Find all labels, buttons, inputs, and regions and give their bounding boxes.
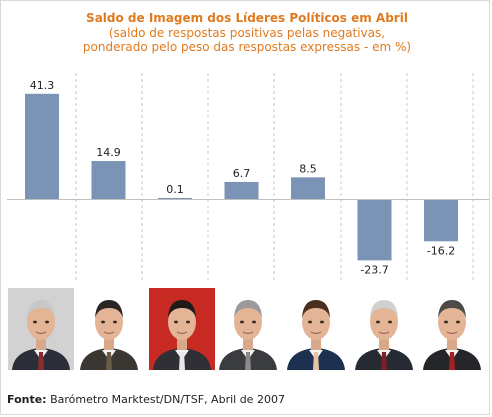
- portrait-3-image: [149, 288, 215, 370]
- bar-value-label-1: 41.3: [30, 79, 55, 92]
- portrait-5-image: [283, 288, 349, 370]
- bar-7: [424, 200, 458, 242]
- chart-title: Saldo de Imagem dos Líderes Políticos em…: [86, 11, 408, 25]
- bar-value-label-6: -23.7: [360, 263, 388, 276]
- footer-text: Barómetro Marktest/DN/TSF, Abril de 2007: [46, 393, 285, 406]
- bar-value-label-4: 6.7: [233, 167, 251, 180]
- footer-label: Fonte:: [7, 393, 47, 406]
- bar-2: [91, 161, 126, 199]
- portrait-4-image: [215, 288, 281, 370]
- portrait-6-image: [351, 288, 417, 370]
- bar-value-label-7: -16.2: [427, 244, 455, 257]
- chart-subtitle-line-1: (saldo de respostas positivas pelas nega…: [108, 26, 386, 40]
- chart-subtitle-line-2: ponderado pelo peso das respostas expres…: [82, 40, 412, 54]
- bar-1: [25, 93, 59, 199]
- bar-chart: 41.3 14.9 0.1 6.7 8.5 -23.7 -16.2: [7, 73, 489, 281]
- bar-value-label-5: 8.5: [299, 162, 317, 175]
- bar-6: [357, 200, 392, 261]
- portrait-2-image: [76, 288, 142, 370]
- bar-value-label-2: 14.9: [96, 146, 121, 159]
- portrait-1-image: [8, 288, 74, 370]
- source-footer: Fonte: Barómetro Marktest/DN/TSF, Abril …: [7, 393, 285, 406]
- portrait-7-image: [419, 288, 485, 370]
- bar-3: [158, 198, 192, 199]
- bar-5: [291, 177, 325, 199]
- bar-4: [224, 181, 259, 199]
- bar-value-label-3: 0.1: [166, 183, 184, 196]
